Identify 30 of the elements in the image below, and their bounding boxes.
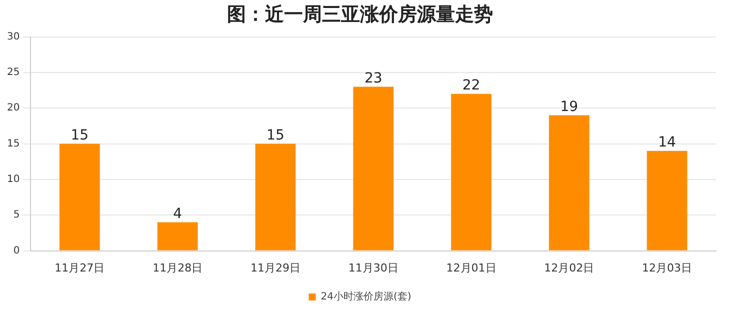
bar <box>451 94 492 250</box>
data-label: 19 <box>560 98 578 115</box>
x-tick-label: 11月30日 <box>348 261 398 274</box>
data-label: 14 <box>658 134 676 151</box>
chart-title: 图：近一周三亚涨价房源量走势 <box>227 3 493 26</box>
x-tick-label: 12月01日 <box>446 261 496 274</box>
bar <box>548 115 590 250</box>
legend-label: 24小时涨价房源(套) <box>320 290 412 303</box>
data-label: 15 <box>266 127 284 144</box>
bar <box>353 86 394 250</box>
y-tick-label: 20 <box>6 102 20 114</box>
data-label: 23 <box>364 70 382 86</box>
data-label: 22 <box>462 78 480 94</box>
bar <box>646 150 688 250</box>
y-tick-label: 15 <box>6 138 20 150</box>
data-label: 15 <box>70 127 89 144</box>
y-tick-label: 0 <box>13 245 20 256</box>
x-tick-label: 11月28日 <box>152 261 203 274</box>
y-tick-label: 5 <box>13 210 20 221</box>
data-label: 4 <box>173 206 182 222</box>
bar <box>157 222 198 250</box>
x-tick-label: 12月03日 <box>642 261 692 274</box>
y-tick-label: 25 <box>6 67 20 78</box>
x-tick-label: 11月27日 <box>54 261 105 274</box>
bar <box>59 144 100 250</box>
x-tick-label: 11月29日 <box>250 261 300 274</box>
y-tick-label: 10 <box>6 174 20 186</box>
bar <box>255 144 296 250</box>
x-tick-label: 12月02日 <box>544 261 594 274</box>
y-tick-label: 30 <box>6 31 20 42</box>
